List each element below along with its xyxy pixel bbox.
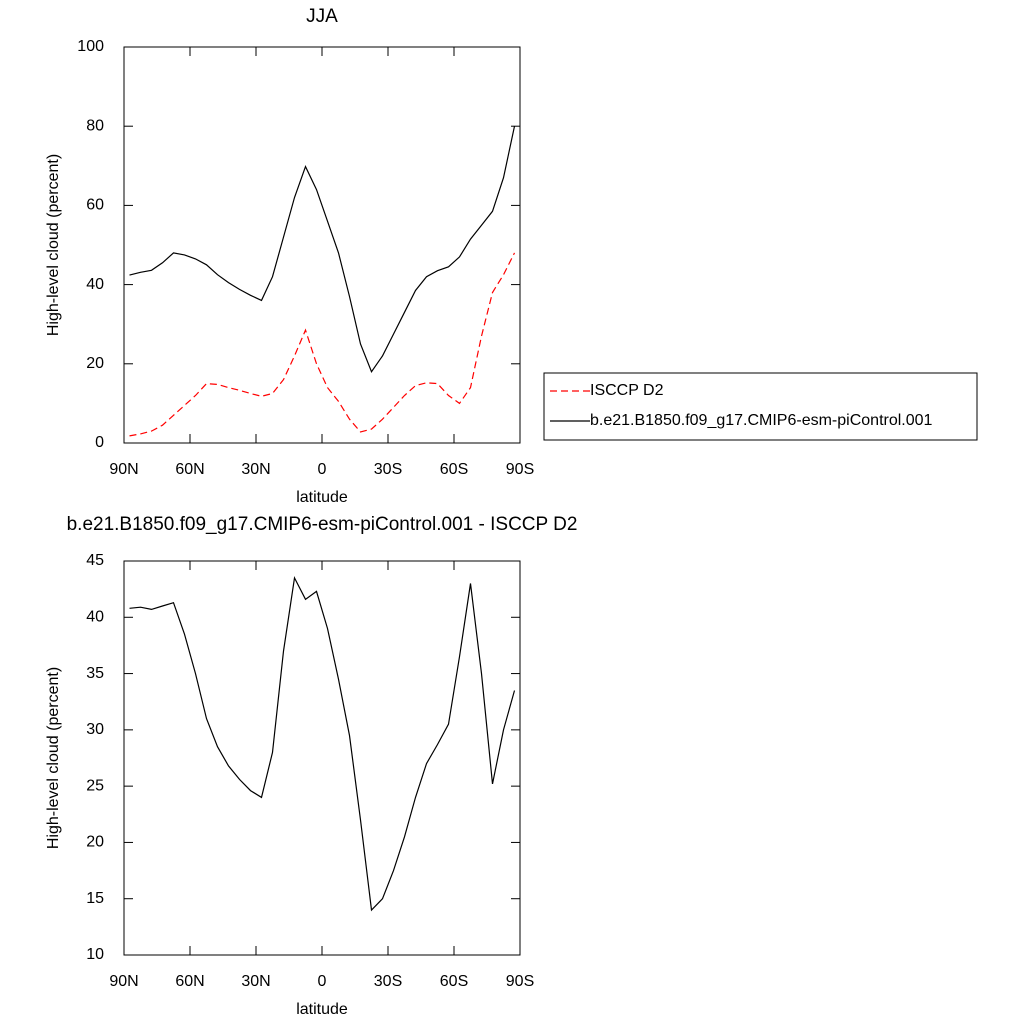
x-tick-label: 30S <box>374 461 402 478</box>
y-tick-label: 60 <box>86 197 104 214</box>
y-tick-label: 100 <box>77 38 104 55</box>
legend-box <box>543 372 978 441</box>
y-tick-label: 0 <box>95 434 104 451</box>
y-tick-label: 25 <box>86 777 104 794</box>
y-tick-label: 80 <box>86 117 104 134</box>
x-tick-label: 90S <box>506 973 534 990</box>
chart-title: b.e21.B1850.f09_g17.CMIP6-esm-piControl.… <box>67 514 578 535</box>
x-tick-label: 90N <box>109 461 138 478</box>
y-tick-label: 15 <box>86 890 104 907</box>
data-line <box>129 126 516 373</box>
x-tick-label: 0 <box>318 461 327 478</box>
x-tick-label: 60N <box>175 461 204 478</box>
y-tick-label: 10 <box>86 946 104 963</box>
y-tick-label: 20 <box>86 834 104 851</box>
y-tick-label: 30 <box>86 721 104 738</box>
chart-title: JJA <box>306 6 338 27</box>
x-tick-label: 60N <box>175 973 204 990</box>
y-axis-label: High-level cloud (percent) <box>45 667 62 849</box>
x-tick-label: 30N <box>241 461 270 478</box>
x-tick-label: 60S <box>440 973 468 990</box>
y-tick-label: 20 <box>86 355 104 372</box>
y-axis-label: High-level cloud (percent) <box>45 154 62 336</box>
legend-label: b.e21.B1850.f09_g17.CMIP6-esm-piControl.… <box>590 412 933 429</box>
plot-frame <box>123 560 521 956</box>
data-line <box>129 252 516 437</box>
legend-label: ISCCP D2 <box>590 382 664 399</box>
x-tick-label: 30N <box>241 973 270 990</box>
y-tick-label: 45 <box>86 552 104 569</box>
x-tick-label: 0 <box>318 973 327 990</box>
x-tick-label: 90S <box>506 461 534 478</box>
y-tick-label: 40 <box>86 609 104 626</box>
x-axis-label: latitude <box>296 489 348 506</box>
x-tick-label: 30S <box>374 973 402 990</box>
y-tick-label: 35 <box>86 665 104 682</box>
legend: ISCCP D2 b.e21.B1850.f09_g17.CMIP6-esm-pi… <box>543 372 978 441</box>
x-tick-label: 90N <box>109 973 138 990</box>
plot-frame <box>123 46 521 444</box>
data-line <box>129 575 516 912</box>
x-axis-label: latitude <box>296 1001 348 1018</box>
x-tick-label: 60S <box>440 461 468 478</box>
y-tick-label: 40 <box>86 276 104 293</box>
